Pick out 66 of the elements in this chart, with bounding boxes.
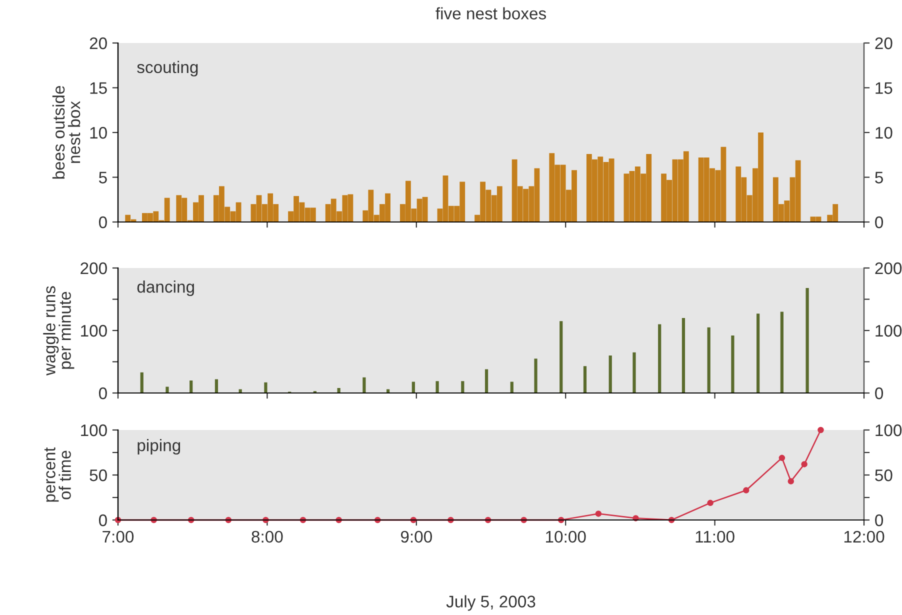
y2-tick-label: 0 xyxy=(875,216,884,228)
bar xyxy=(362,377,366,393)
point xyxy=(743,487,750,494)
chart-title: five nest boxes xyxy=(436,7,546,20)
y-tick-label: 20 xyxy=(90,37,107,50)
bar xyxy=(682,318,686,393)
text: piping xyxy=(138,439,180,455)
bar xyxy=(534,358,538,393)
bar xyxy=(214,379,218,393)
x-tick-label: 8:00 xyxy=(252,530,283,543)
point xyxy=(788,478,794,484)
y-tick-label: 200 xyxy=(80,262,107,274)
x-tick-label: 10:00 xyxy=(546,530,586,543)
bar xyxy=(780,312,784,393)
x-tick-label: 9:00 xyxy=(400,530,432,543)
y-tick-label: 5 xyxy=(98,172,107,184)
bar xyxy=(583,366,587,393)
bar xyxy=(632,352,636,393)
y-axis-title: waggle runs per minute xyxy=(43,286,74,376)
y2-tick-label: 20 xyxy=(875,37,892,50)
bar xyxy=(756,314,760,393)
bar xyxy=(190,380,193,393)
y-tick-label: 100 xyxy=(81,424,107,436)
y2-tick-label: 0 xyxy=(875,387,884,400)
y2-tick-label: 0 xyxy=(875,514,884,526)
point xyxy=(595,510,602,517)
y2-tick-label: 5 xyxy=(875,172,883,184)
bar xyxy=(731,336,734,393)
y2-tick-label: 200 xyxy=(875,262,902,274)
y-tick-label: 10 xyxy=(90,126,107,139)
text: scouting xyxy=(137,60,198,76)
bar xyxy=(484,369,488,393)
y-tick-label: 0 xyxy=(98,216,107,228)
bar xyxy=(707,327,710,393)
bar xyxy=(510,382,514,393)
bar xyxy=(658,324,662,393)
y2-tick-label: 50 xyxy=(875,469,892,482)
point xyxy=(801,461,808,468)
y-tick-label: 100 xyxy=(81,324,107,337)
y2-tick-label: 100 xyxy=(876,424,902,436)
point xyxy=(778,454,786,462)
y-axis-title: bees outside nest box xyxy=(52,86,80,179)
y-axis-title: percent of time xyxy=(44,447,71,502)
bar xyxy=(608,356,612,393)
y2-tick-label: 15 xyxy=(876,82,892,94)
x-tick-label: 12:00 xyxy=(844,530,884,543)
x-axis-title: July 5, 2003 xyxy=(446,595,536,611)
x-tick-label: 7:00 xyxy=(102,530,134,543)
bar xyxy=(560,321,563,393)
text: dancing xyxy=(137,280,194,296)
bar xyxy=(806,288,809,393)
bar xyxy=(461,381,464,393)
y-tick-label: 15 xyxy=(90,82,107,94)
x-tick-label: 11:00 xyxy=(696,530,734,543)
bar xyxy=(436,381,439,393)
y2-tick-label: 100 xyxy=(876,324,902,337)
y-tick-label: 0 xyxy=(98,387,107,400)
bar xyxy=(140,372,144,393)
point xyxy=(818,426,824,434)
y-tick-label: 0 xyxy=(98,514,107,526)
bar xyxy=(264,382,268,393)
bar xyxy=(412,382,415,393)
y-tick-label: 50 xyxy=(90,469,107,482)
point xyxy=(707,500,714,506)
bar xyxy=(166,386,169,393)
y2-tick-label: 10 xyxy=(876,126,892,139)
